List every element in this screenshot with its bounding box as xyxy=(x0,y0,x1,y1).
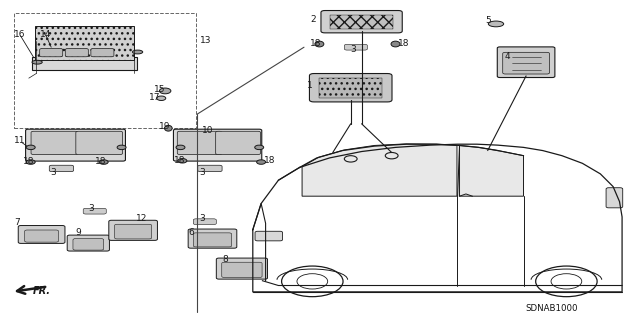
Ellipse shape xyxy=(315,41,324,47)
FancyBboxPatch shape xyxy=(606,188,623,208)
Ellipse shape xyxy=(164,125,172,131)
Ellipse shape xyxy=(26,160,35,164)
FancyBboxPatch shape xyxy=(19,226,65,243)
FancyBboxPatch shape xyxy=(31,131,78,155)
FancyBboxPatch shape xyxy=(109,220,157,241)
FancyBboxPatch shape xyxy=(503,52,550,74)
Ellipse shape xyxy=(391,41,400,47)
Text: SDNAB1000: SDNAB1000 xyxy=(525,304,578,313)
Ellipse shape xyxy=(488,21,504,27)
Ellipse shape xyxy=(255,145,264,150)
FancyBboxPatch shape xyxy=(310,74,392,102)
Text: 12: 12 xyxy=(136,214,147,223)
FancyBboxPatch shape xyxy=(67,235,109,251)
Text: 18: 18 xyxy=(310,39,322,48)
Text: 17: 17 xyxy=(148,93,160,102)
Text: 4: 4 xyxy=(504,52,510,61)
Text: 18: 18 xyxy=(398,39,410,48)
FancyBboxPatch shape xyxy=(73,239,104,250)
FancyBboxPatch shape xyxy=(216,131,260,155)
Text: 1: 1 xyxy=(307,81,313,90)
Ellipse shape xyxy=(159,88,171,94)
Text: 18: 18 xyxy=(174,156,186,165)
FancyBboxPatch shape xyxy=(177,131,222,155)
Text: 6: 6 xyxy=(189,228,195,237)
Text: FR.: FR. xyxy=(33,286,51,296)
Text: 9: 9 xyxy=(76,228,81,237)
Ellipse shape xyxy=(132,50,143,54)
Text: 19: 19 xyxy=(159,122,170,131)
Bar xyxy=(32,57,138,70)
FancyBboxPatch shape xyxy=(321,11,402,33)
Text: 2: 2 xyxy=(310,15,316,24)
FancyBboxPatch shape xyxy=(497,47,555,78)
Text: 15: 15 xyxy=(154,85,166,94)
Bar xyxy=(330,14,393,29)
Ellipse shape xyxy=(32,60,42,64)
Text: 14: 14 xyxy=(40,30,51,39)
FancyBboxPatch shape xyxy=(91,48,114,57)
FancyBboxPatch shape xyxy=(222,262,262,278)
Ellipse shape xyxy=(178,159,187,163)
Text: 18: 18 xyxy=(264,156,275,165)
FancyBboxPatch shape xyxy=(65,48,88,57)
Text: 3: 3 xyxy=(88,204,94,213)
Text: 5: 5 xyxy=(485,16,491,25)
FancyBboxPatch shape xyxy=(26,129,125,161)
Ellipse shape xyxy=(176,145,185,150)
Polygon shape xyxy=(302,144,457,196)
Ellipse shape xyxy=(157,96,166,100)
FancyBboxPatch shape xyxy=(115,224,152,239)
Bar xyxy=(319,78,382,98)
Text: 18: 18 xyxy=(23,157,35,166)
Text: 3: 3 xyxy=(351,45,356,54)
Bar xyxy=(35,26,134,60)
FancyBboxPatch shape xyxy=(198,165,222,172)
Text: 7: 7 xyxy=(14,218,20,227)
FancyBboxPatch shape xyxy=(255,231,282,241)
Text: 11: 11 xyxy=(14,137,26,145)
Text: 10: 10 xyxy=(202,126,213,135)
Ellipse shape xyxy=(26,145,35,150)
Text: 16: 16 xyxy=(14,30,26,39)
FancyBboxPatch shape xyxy=(193,219,216,225)
Text: 8: 8 xyxy=(223,255,228,263)
FancyBboxPatch shape xyxy=(193,233,232,247)
FancyBboxPatch shape xyxy=(76,131,123,155)
Polygon shape xyxy=(460,145,524,196)
Bar xyxy=(14,13,196,128)
FancyBboxPatch shape xyxy=(25,230,59,242)
Text: 18: 18 xyxy=(95,157,106,166)
Text: 13: 13 xyxy=(200,36,211,45)
Ellipse shape xyxy=(99,160,108,164)
FancyBboxPatch shape xyxy=(344,44,367,50)
Text: 3: 3 xyxy=(200,168,205,177)
FancyBboxPatch shape xyxy=(216,258,268,279)
Text: 3: 3 xyxy=(51,168,56,177)
Ellipse shape xyxy=(117,145,126,150)
FancyBboxPatch shape xyxy=(40,48,63,57)
FancyBboxPatch shape xyxy=(83,208,106,214)
Text: 3: 3 xyxy=(200,214,205,223)
Ellipse shape xyxy=(257,160,266,164)
FancyBboxPatch shape xyxy=(173,129,262,161)
FancyBboxPatch shape xyxy=(188,229,237,248)
FancyBboxPatch shape xyxy=(49,165,74,172)
